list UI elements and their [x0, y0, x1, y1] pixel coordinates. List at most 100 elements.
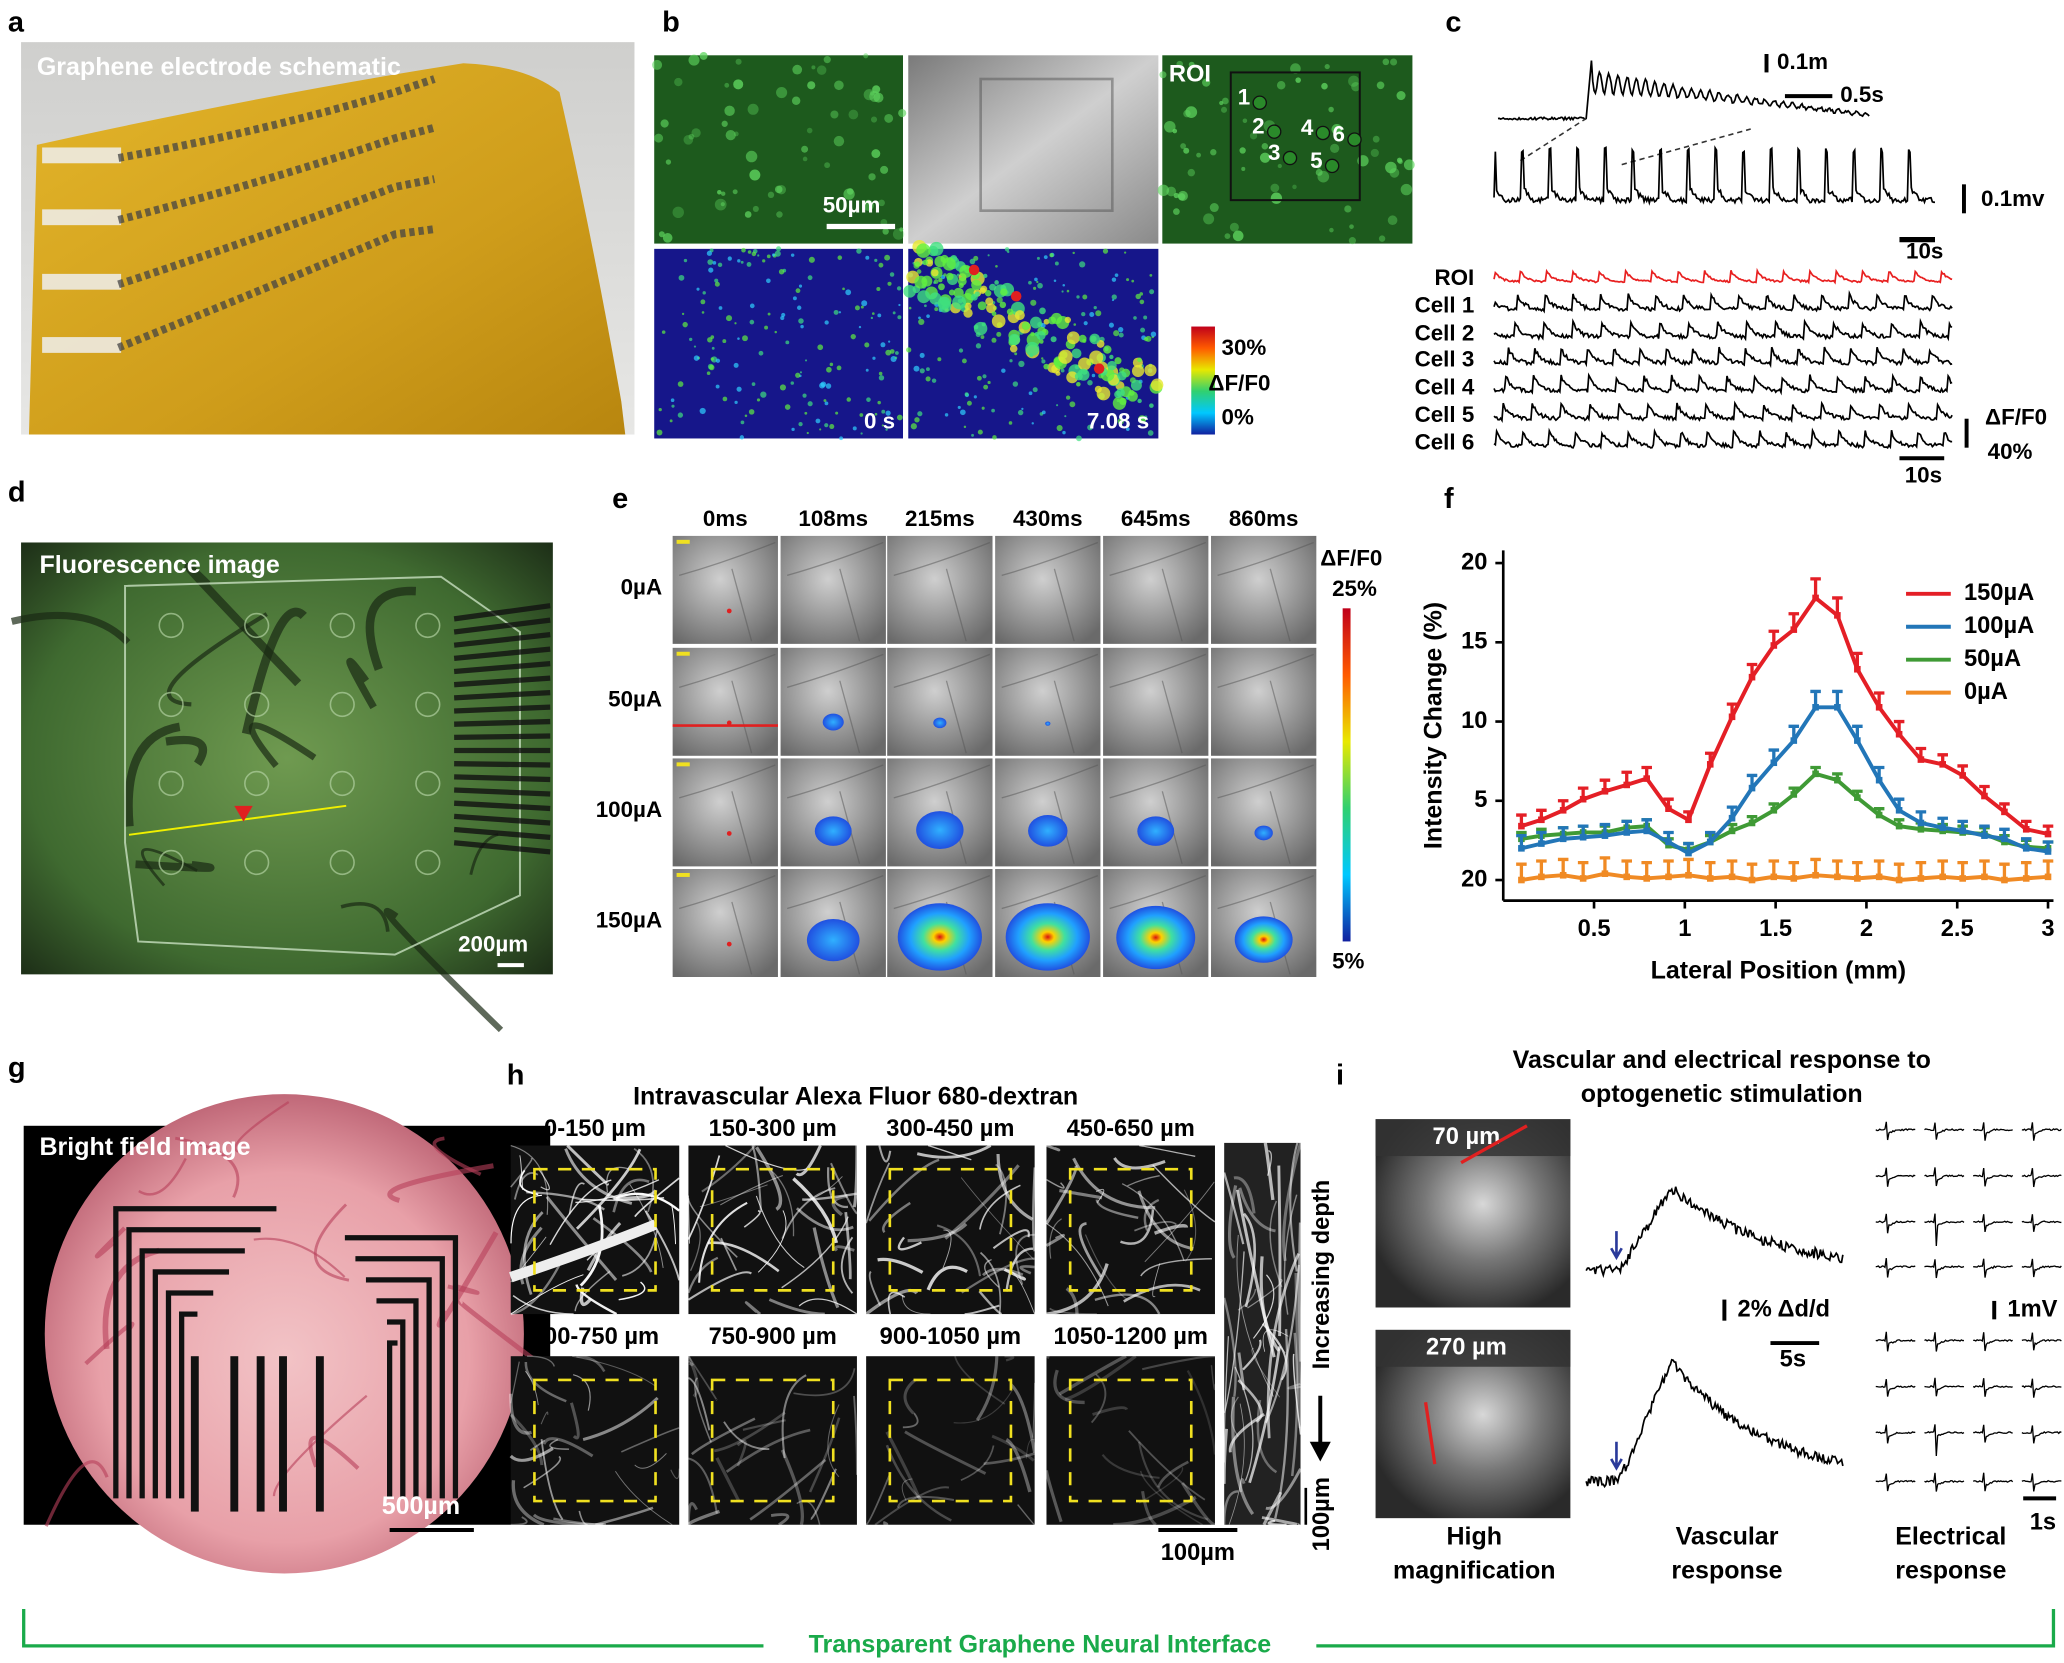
vessel: [620, 1427, 680, 1453]
cell-dot: [1370, 148, 1379, 158]
data-point: [1770, 873, 1778, 881]
cell-dot: [688, 133, 695, 140]
vessel: [1230, 1396, 1239, 1437]
stim-arrow: [1610, 1441, 1623, 1471]
dff-dot: [946, 272, 954, 281]
cell-dot: [1348, 75, 1360, 87]
dff-dot: [1131, 279, 1135, 283]
dff-dot: [756, 398, 761, 402]
dff-dot: [1031, 422, 1034, 425]
activation-blob: [916, 811, 964, 850]
vessel: [865, 1288, 919, 1316]
cell-dot: [745, 150, 758, 163]
dff-dot: [819, 382, 826, 389]
vessel: [725, 1145, 808, 1171]
electrode-pad: [256, 1356, 265, 1512]
data-point: [1875, 703, 1883, 711]
cell-dot: [1292, 184, 1297, 190]
contact-pad: [42, 209, 122, 226]
dff-dot: [1076, 435, 1082, 442]
cell-dot: [691, 128, 701, 138]
dff-dot: [837, 255, 843, 260]
dff-dot: [938, 277, 943, 283]
footer-label-bg: [763, 1630, 1317, 1662]
cell-number: 6: [1332, 122, 1344, 147]
dff-dot: [693, 345, 697, 348]
cell-dot: [1349, 224, 1354, 229]
dff-dot: [824, 401, 829, 406]
dff-dot: [1054, 261, 1059, 266]
electrode-lead: [113, 1206, 277, 1499]
dff-dot: [760, 391, 767, 398]
array-outline: [124, 575, 521, 956]
dff-dot: [1089, 350, 1104, 365]
panel-label: c: [1445, 6, 1461, 38]
vessel: [975, 1356, 999, 1421]
activation-blob: [1116, 905, 1196, 970]
vessel: [742, 1419, 786, 1431]
cell-dot: [1173, 192, 1179, 199]
vessel: [582, 1396, 659, 1442]
tile-vessel: [1217, 541, 1314, 642]
vessel: [1252, 1274, 1275, 1339]
data-point: [1812, 594, 1819, 602]
dff-dot: [1008, 333, 1021, 346]
dff-dot: [1061, 290, 1064, 293]
data-point: [1623, 829, 1631, 836]
data-point: [1559, 807, 1567, 814]
cell-dot: [862, 199, 874, 211]
data-point: [1875, 873, 1883, 881]
connector-pin: [453, 660, 551, 675]
colorbar-title: ΔF/F0: [1208, 370, 1270, 395]
blood-vessel: [248, 722, 317, 768]
dff-dot: [683, 258, 688, 263]
brightfield-tile: [908, 55, 1159, 244]
dff-dot: [959, 264, 973, 278]
dff-dot: [656, 429, 663, 436]
dff-dot: [791, 427, 795, 432]
scale-bar-label: 1s: [2030, 1510, 2056, 1536]
dff-dot: [1001, 368, 1006, 373]
panel-label: i: [1336, 1060, 1344, 1092]
dff-dot: [1058, 349, 1073, 364]
stim-tile: [995, 535, 1101, 644]
dff-dot: [727, 256, 732, 261]
dff-dot: [681, 312, 685, 316]
dff-dot: [964, 302, 972, 310]
vessel: [1139, 1470, 1203, 1526]
electrode-lead: [355, 1256, 445, 1499]
dff-dot: [973, 255, 979, 261]
cell-dot: [1259, 152, 1271, 163]
dff-dot: [1076, 295, 1080, 299]
stim-tile: [672, 647, 778, 756]
two-photon-tile: [1046, 1356, 1215, 1525]
dff-dot: [1049, 252, 1054, 258]
cell-dot: [846, 188, 854, 195]
dff-dot: [1066, 371, 1079, 384]
activation-blob: [814, 816, 852, 846]
cell-dot: [1232, 230, 1244, 242]
cell-dot: [1403, 159, 1415, 171]
vascular-trace: [1585, 1358, 1844, 1489]
vessel: [686, 1509, 721, 1526]
data-point: [1685, 816, 1692, 824]
dff-dot: [1111, 299, 1115, 302]
electrical-trace: [1973, 1167, 2014, 1187]
dff-dot: [1143, 315, 1148, 320]
vessel: [1046, 1144, 1061, 1152]
dff-dot: [973, 395, 977, 399]
stim-marker: [234, 805, 253, 822]
time-label: 7.08 s: [1087, 409, 1149, 434]
dff-dot: [785, 340, 790, 345]
stim-tile: [780, 647, 886, 756]
dff-dot: [757, 254, 760, 257]
vessel: [802, 1192, 858, 1201]
cell-dot: [724, 105, 735, 117]
scale-bar-label: 10s: [1906, 239, 1943, 264]
dff-dot: [865, 368, 869, 372]
electrical-trace: [1875, 1258, 1916, 1278]
blood-vessel: [44, 1460, 109, 1527]
dff-dot: [709, 364, 715, 371]
graphene-trace: [117, 175, 436, 289]
